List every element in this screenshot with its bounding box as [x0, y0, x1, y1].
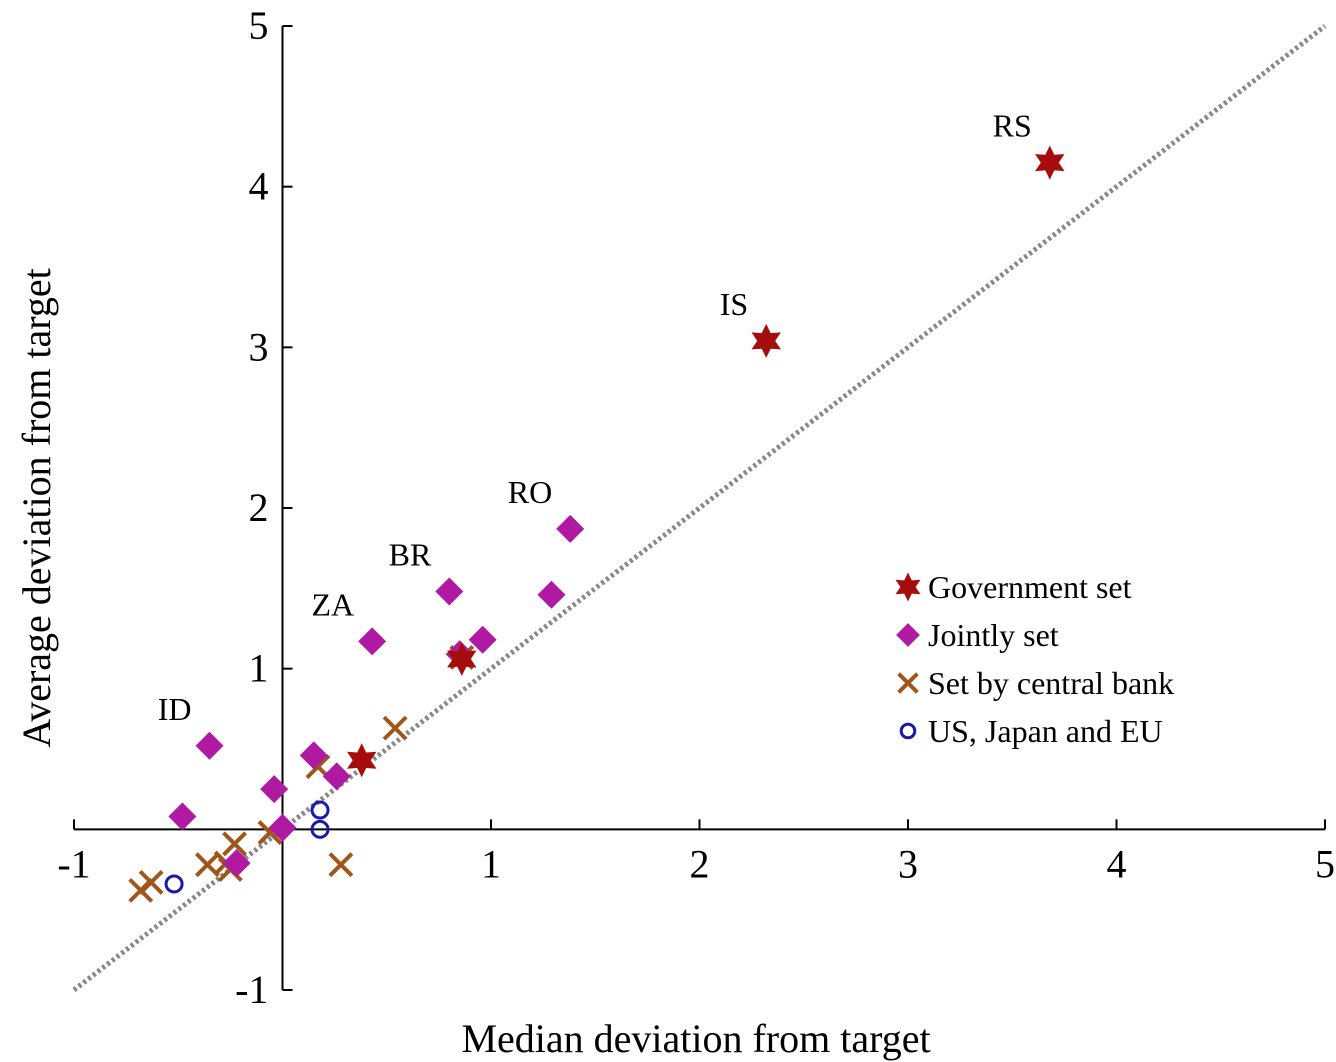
data-point-star: [1035, 145, 1065, 180]
legend-swatch: [897, 672, 919, 694]
data-points: [128, 145, 1065, 903]
y-tick-label: 2: [249, 485, 269, 530]
data-point-star: [347, 743, 377, 778]
data-point-diamond: [222, 849, 251, 878]
annotations: RS IS RO BR ZA ID: [158, 108, 1032, 727]
y-tick-label: 3: [249, 324, 269, 369]
x-tick-label: 3: [898, 841, 918, 886]
data-point-x: [222, 831, 247, 857]
legend-swatch: [899, 722, 917, 740]
legend-label: US, Japan and EU: [928, 713, 1163, 749]
legend-label: Set by central bank: [928, 665, 1174, 701]
point-annotation: RO: [508, 474, 552, 510]
legend-item: Jointly set: [896, 617, 1059, 653]
point-annotation: IS: [720, 286, 748, 322]
x-tick-label: 1: [481, 841, 501, 886]
legend-swatch: [896, 623, 920, 647]
x-tick-label: 4: [1107, 841, 1127, 886]
point-annotation: ID: [158, 691, 192, 727]
data-point-circle-open: [310, 819, 330, 839]
data-point-diamond: [322, 762, 351, 791]
data-point-x: [195, 852, 220, 878]
reference-line-layer: [72, 24, 1327, 992]
y-axis-title: Average deviation from target: [14, 268, 59, 747]
x-tick-label: -1: [57, 841, 90, 886]
x-tick-label: 5: [1315, 841, 1335, 886]
y-tick-label: 1: [249, 646, 269, 691]
legend-label: Jointly set: [928, 617, 1059, 653]
legend-swatch: [895, 572, 921, 602]
data-point-diamond: [358, 627, 387, 656]
point-annotation: BR: [389, 537, 432, 573]
axes: -1 1 2 3 4 5 -1 1 2 3 4 5: [57, 3, 1335, 1012]
y-tick-label: -1: [235, 967, 268, 1012]
y-tick-label: 4: [249, 164, 269, 209]
data-point-diamond: [556, 514, 585, 543]
data-point-circle-open: [164, 874, 184, 894]
legend: Government set Jointly set Set by central …: [895, 569, 1174, 749]
data-point-diamond: [195, 731, 224, 760]
data-point-diamond: [537, 580, 566, 609]
x-axis-title: Median deviation from target: [461, 1016, 930, 1061]
data-point-x: [128, 877, 154, 903]
legend-item: Government set: [895, 569, 1132, 605]
legend-item: US, Japan and EU: [899, 713, 1163, 749]
data-point-diamond: [299, 741, 328, 770]
y-tick-label: 5: [249, 3, 269, 48]
data-point-x: [382, 715, 408, 741]
data-point-diamond: [468, 625, 497, 654]
data-point-diamond: [435, 577, 464, 606]
data-point-star: [447, 642, 477, 676]
data-point-diamond: [260, 775, 289, 804]
data-point-diamond: [268, 813, 297, 842]
legend-item: Set by central bank: [897, 665, 1174, 701]
point-annotation: ZA: [311, 586, 354, 622]
data-point-circle-open: [310, 800, 330, 820]
x-tick-label: 2: [690, 841, 710, 886]
legend-label: Government set: [928, 569, 1132, 605]
point-annotation: RS: [993, 108, 1032, 144]
data-point-diamond: [168, 802, 197, 831]
reference-line: [72, 24, 1327, 992]
data-point-x: [328, 852, 354, 878]
data-point-star: [751, 323, 781, 358]
